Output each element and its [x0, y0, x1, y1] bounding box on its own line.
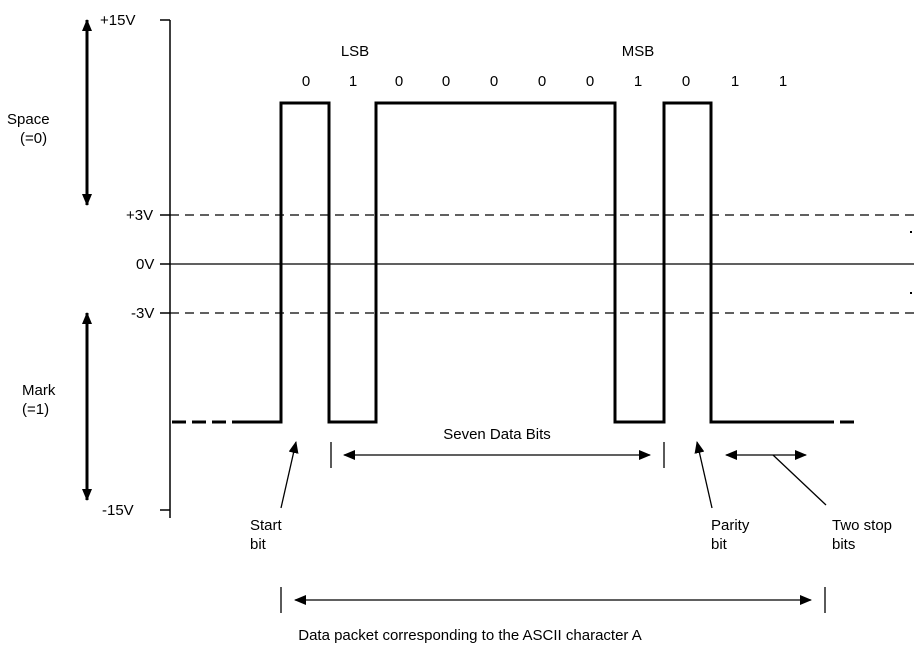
label-minus15: -15V	[102, 502, 134, 519]
label-plus3: +3V	[126, 207, 153, 224]
bit-value: 0	[586, 73, 594, 90]
start-bit-pointer	[280, 441, 299, 509]
seven-data-bits-label: Seven Data Bits	[443, 426, 551, 443]
edge-dot-upper	[910, 231, 912, 233]
bit-value: 0	[490, 73, 498, 90]
label-minus3: -3V	[131, 305, 154, 322]
bit-value: 1	[731, 73, 739, 90]
label-zero: 0V	[136, 256, 154, 273]
bit-value: 0	[302, 73, 310, 90]
mark-label: Mark	[22, 382, 56, 399]
space-label: Space	[7, 111, 50, 128]
mark-value-label: (=1)	[22, 401, 49, 418]
msb-label: MSB	[622, 43, 655, 60]
parity-bit-label-2: bit	[711, 536, 728, 553]
parity-bit-pointer	[694, 441, 713, 509]
label-plus15: +15V	[100, 12, 135, 29]
bit-value: 1	[349, 73, 357, 90]
start-bit-label: Start	[250, 517, 283, 534]
bit-value: 0	[442, 73, 450, 90]
packet-caption: Data packet corresponding to the ASCII c…	[298, 627, 642, 644]
bit-value: 1	[779, 73, 787, 90]
bit-value: 1	[634, 73, 642, 90]
bit-value: 0	[682, 73, 690, 90]
stop-bits-label-2: bits	[832, 536, 855, 553]
bit-values: 0 1 0 0 0 0 0 1 0 1 1	[302, 73, 787, 90]
bit-value: 0	[395, 73, 403, 90]
start-bit-label-2: bit	[250, 536, 267, 553]
stop-bits-pointer	[772, 454, 827, 506]
edge-dot-lower	[910, 292, 912, 294]
waveform	[232, 101, 820, 424]
lsb-label: LSB	[341, 43, 369, 60]
stop-bits-label: Two stop	[832, 517, 892, 534]
bit-value: 0	[538, 73, 546, 90]
space-value-label: (=0)	[20, 130, 47, 147]
parity-bit-label: Parity	[711, 517, 750, 534]
